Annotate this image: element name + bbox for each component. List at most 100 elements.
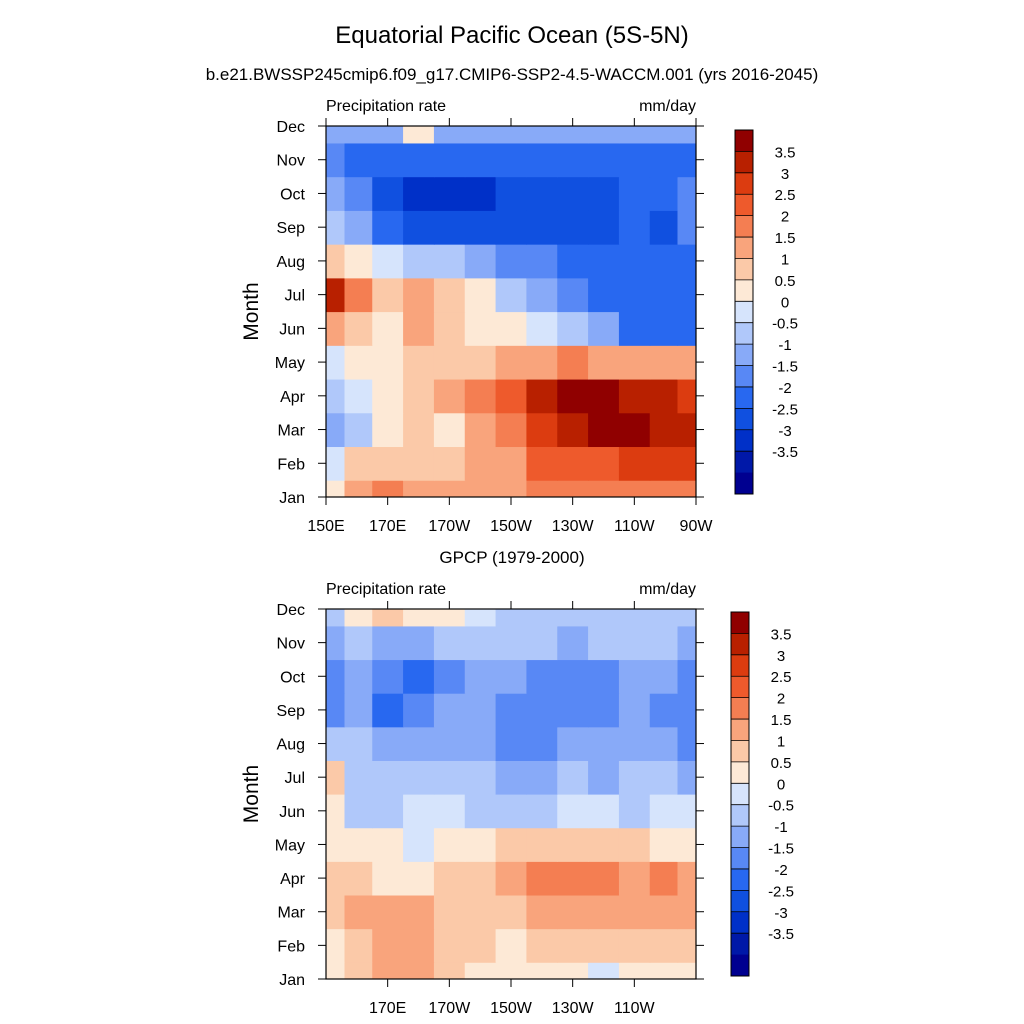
heatmap-cell bbox=[557, 176, 589, 211]
heatmap-cell bbox=[344, 659, 373, 694]
heatmap-cell bbox=[526, 446, 558, 481]
heatmap-cell bbox=[326, 244, 346, 279]
heatmap-cell bbox=[372, 827, 404, 862]
heatmap-cell bbox=[372, 928, 404, 963]
colorbar-swatch bbox=[731, 933, 749, 955]
heatmap-cell bbox=[588, 894, 620, 930]
heatmap-cell bbox=[495, 861, 528, 896]
heatmap-cell bbox=[649, 760, 679, 795]
heatmap-cell bbox=[649, 928, 679, 963]
heatmap-cell bbox=[677, 894, 696, 930]
heatmap-cell bbox=[326, 894, 346, 930]
colorbar-label: 1 bbox=[781, 251, 789, 268]
heatmap-cell bbox=[344, 345, 373, 380]
heatmap-cell bbox=[495, 693, 528, 728]
heatmap-cell bbox=[677, 277, 696, 313]
colorbar-label: 0.5 bbox=[771, 755, 792, 772]
heatmap-cell bbox=[326, 378, 346, 414]
heatmap-cell bbox=[557, 277, 589, 313]
y-tick-label: Sep bbox=[277, 703, 306, 720]
heatmap-cell bbox=[372, 126, 404, 144]
y-tick-label: Jul bbox=[285, 770, 305, 787]
heatmap-cell bbox=[557, 827, 589, 862]
colorbar-label: 0 bbox=[781, 294, 789, 311]
colorbar-swatch bbox=[731, 633, 749, 656]
heatmap-cell bbox=[677, 827, 696, 862]
heatmap-cell bbox=[526, 861, 558, 896]
y-tick-label: May bbox=[275, 355, 305, 372]
colorbar-label: 2.5 bbox=[771, 669, 792, 686]
heatmap-cell bbox=[588, 827, 620, 862]
heatmap-cell bbox=[495, 480, 528, 497]
colorbar-swatch bbox=[731, 911, 749, 934]
heatmap-cell bbox=[649, 693, 679, 728]
colorbar-label: 3 bbox=[777, 648, 785, 665]
heatmap-cell bbox=[433, 928, 466, 963]
heatmap-cell bbox=[403, 378, 435, 414]
heatmap-cell bbox=[326, 928, 346, 963]
heatmap-cell bbox=[403, 659, 435, 694]
heatmap-cell bbox=[464, 277, 497, 313]
heatmap-cell bbox=[344, 311, 373, 346]
heatmap-cell bbox=[618, 311, 651, 346]
heatmap-cell bbox=[372, 311, 404, 346]
heatmap-cell bbox=[677, 609, 696, 627]
heatmap-cell bbox=[526, 659, 558, 694]
y-tick-label: Mar bbox=[277, 905, 305, 922]
y-tick-label: Jan bbox=[279, 972, 305, 989]
heatmap-cell bbox=[403, 244, 435, 279]
heatmap-cell bbox=[372, 277, 404, 313]
y-tick-label: Apr bbox=[280, 871, 306, 888]
heatmap-cell bbox=[326, 142, 346, 178]
heatmap-cell bbox=[326, 311, 346, 346]
panel-2-title: GPCP (1979-2000) bbox=[439, 548, 585, 567]
heatmap-cell bbox=[344, 861, 373, 896]
y-tick-label: Jun bbox=[279, 321, 305, 338]
colorbar-swatch bbox=[735, 258, 753, 281]
colorbar-swatch bbox=[735, 172, 753, 195]
y-tick-label: Aug bbox=[277, 737, 305, 754]
heatmap-cell bbox=[526, 827, 558, 862]
heatmap-cell bbox=[464, 726, 497, 761]
heatmap-cell bbox=[433, 894, 466, 930]
heatmap-cell bbox=[618, 894, 651, 930]
heatmap-cell bbox=[372, 480, 404, 497]
heatmap-cell bbox=[649, 827, 679, 862]
y-tick-label: Feb bbox=[277, 938, 305, 955]
x-tick-label: 130W bbox=[552, 518, 595, 535]
heatmap-cell bbox=[372, 378, 404, 414]
heatmap-cell bbox=[344, 210, 373, 245]
variable-label: Precipitation rate bbox=[326, 98, 446, 115]
heatmap-cell bbox=[326, 480, 346, 497]
y-axis-title: Month bbox=[240, 282, 263, 340]
heatmap-cell bbox=[464, 311, 497, 346]
heatmap-cell bbox=[495, 126, 528, 144]
heatmap-cell bbox=[326, 126, 346, 144]
heatmap-cell bbox=[618, 928, 651, 963]
heatmap-cell bbox=[677, 928, 696, 963]
units-label: mm/day bbox=[639, 98, 696, 115]
heatmap-cell bbox=[433, 659, 466, 694]
y-tick-label: Apr bbox=[280, 389, 306, 406]
heatmap-cell bbox=[495, 827, 528, 862]
colorbar-label: -0.5 bbox=[768, 798, 794, 815]
colorbar-swatch bbox=[731, 954, 749, 977]
heatmap-cell bbox=[526, 126, 558, 144]
x-tick-label: 130W bbox=[552, 1000, 595, 1017]
heatmap-cell bbox=[433, 277, 466, 313]
heatmap-cell bbox=[649, 412, 679, 448]
colorbar-label: 1.5 bbox=[775, 230, 796, 247]
y-tick-label: Jan bbox=[279, 490, 305, 507]
colorbar-label: 2 bbox=[781, 209, 789, 226]
heatmap-cell bbox=[618, 378, 651, 414]
heatmap-cell bbox=[557, 142, 589, 178]
heatmap-cells-2 bbox=[326, 609, 696, 979]
heatmap-cell bbox=[557, 625, 589, 661]
heatmap-cell bbox=[618, 345, 651, 380]
heatmap-cell bbox=[344, 794, 373, 829]
colorbar-label: -3 bbox=[778, 423, 791, 440]
colorbar-swatch bbox=[735, 322, 753, 345]
heatmap-cell bbox=[557, 244, 589, 279]
heatmap-cell bbox=[588, 625, 620, 661]
